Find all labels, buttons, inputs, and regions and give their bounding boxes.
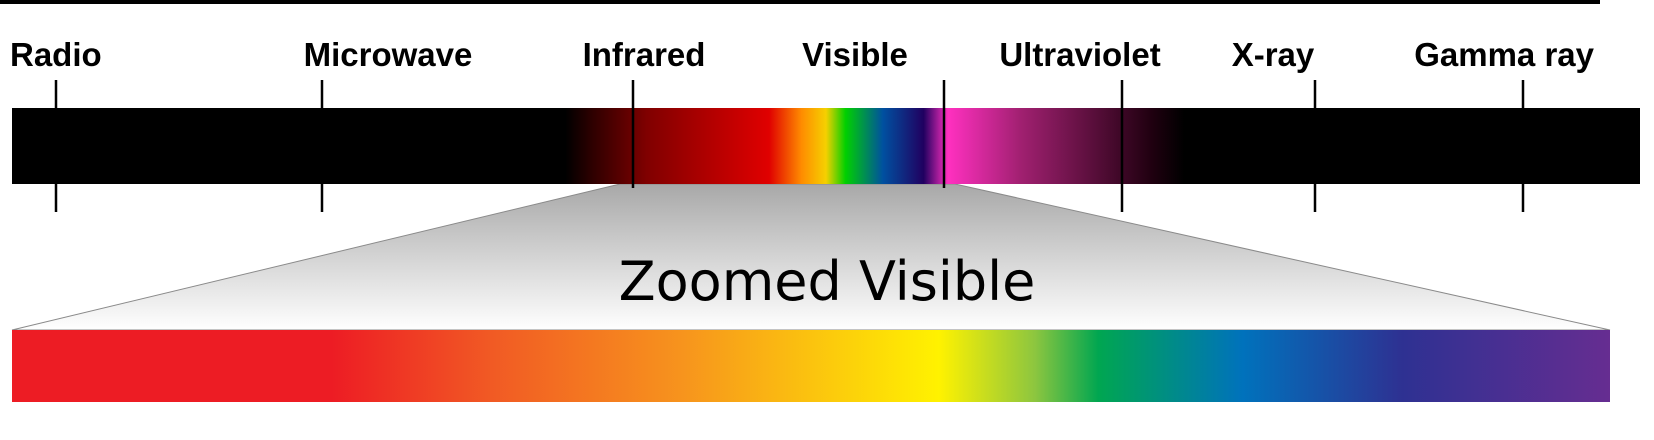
band-labels: Radio Microwave Infrared Visible Ultraviolet… (10, 36, 1595, 73)
band-label-infrared: Infrared (583, 36, 706, 73)
band-label-radio: Radio (10, 36, 102, 73)
zoom-title: Zoomed Visible (619, 250, 1036, 313)
em-spectrum-bar (12, 108, 1640, 184)
band-label-x-ray: X-ray (1232, 36, 1315, 73)
top-rule (0, 0, 1600, 4)
zoomed-visible-bar (12, 330, 1610, 402)
band-label-gamma-ray: Gamma ray (1414, 36, 1594, 73)
band-ticks (54, 80, 1525, 212)
band-label-ultraviolet: Ultraviolet (999, 36, 1160, 73)
band-label-microwave: Microwave (304, 36, 473, 73)
band-label-visible: Visible (802, 36, 908, 73)
